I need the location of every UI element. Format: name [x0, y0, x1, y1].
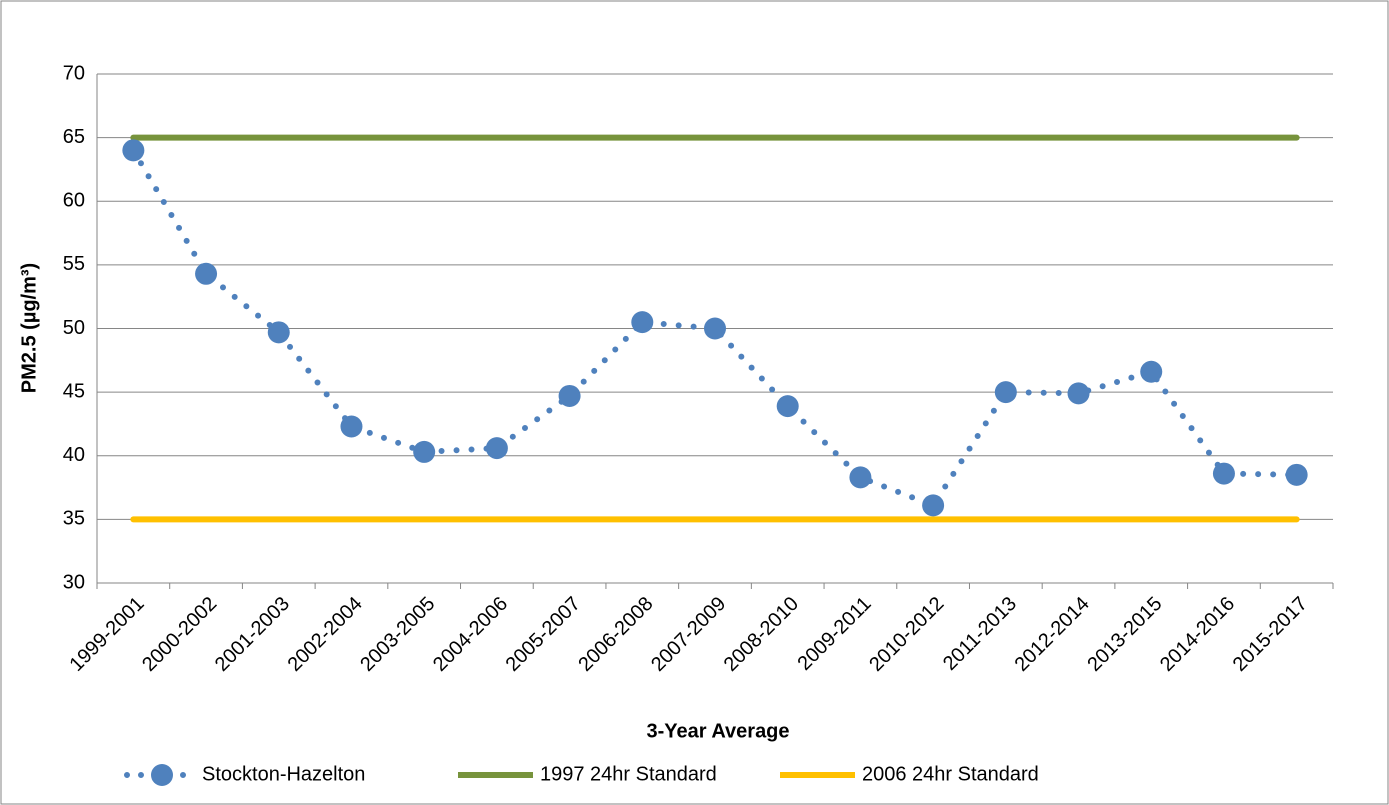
series-line [130, 147, 1300, 510]
legend-label: 2006 24hr Standard [862, 763, 1039, 785]
point-marker [122, 139, 145, 162]
y-tick-label: 50 [63, 317, 85, 339]
y-tick-label: 30 [63, 571, 85, 593]
point-marker [994, 381, 1017, 404]
point-marker [849, 466, 872, 489]
y-tick-label: 40 [63, 444, 85, 466]
legend-label: Stockton-Hazelton [202, 763, 365, 785]
point-marker [776, 395, 799, 418]
point-marker [267, 321, 290, 344]
y-tick-label: 60 [63, 190, 85, 212]
legend-marker [151, 764, 173, 786]
point-marker [195, 262, 218, 285]
point-marker [922, 494, 945, 517]
point-marker [413, 440, 436, 463]
point-marker [704, 317, 726, 340]
point-marker [485, 437, 508, 460]
point-marker [558, 384, 581, 407]
point-marker [1212, 462, 1235, 485]
y-tick-label: 70 [63, 62, 85, 84]
point-marker [340, 415, 363, 438]
legend-label: 1997 24hr Standard [540, 763, 717, 785]
point-marker [1067, 382, 1090, 405]
y-tick-label: 45 [63, 380, 85, 402]
y-tick-label: 65 [63, 126, 85, 148]
point-marker [1285, 463, 1308, 486]
y-axis-title: PM2.5 (µg/m³) [18, 263, 40, 393]
x-axis-title: 3-Year Average [646, 720, 789, 742]
y-tick-label: 55 [63, 253, 85, 275]
point-marker [631, 311, 654, 334]
y-tick-label: 35 [63, 508, 85, 530]
point-marker [1140, 360, 1163, 383]
